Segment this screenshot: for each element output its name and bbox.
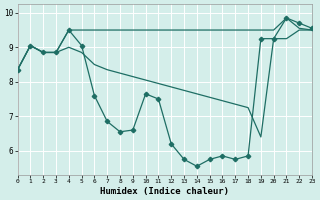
X-axis label: Humidex (Indice chaleur): Humidex (Indice chaleur)	[100, 187, 229, 196]
